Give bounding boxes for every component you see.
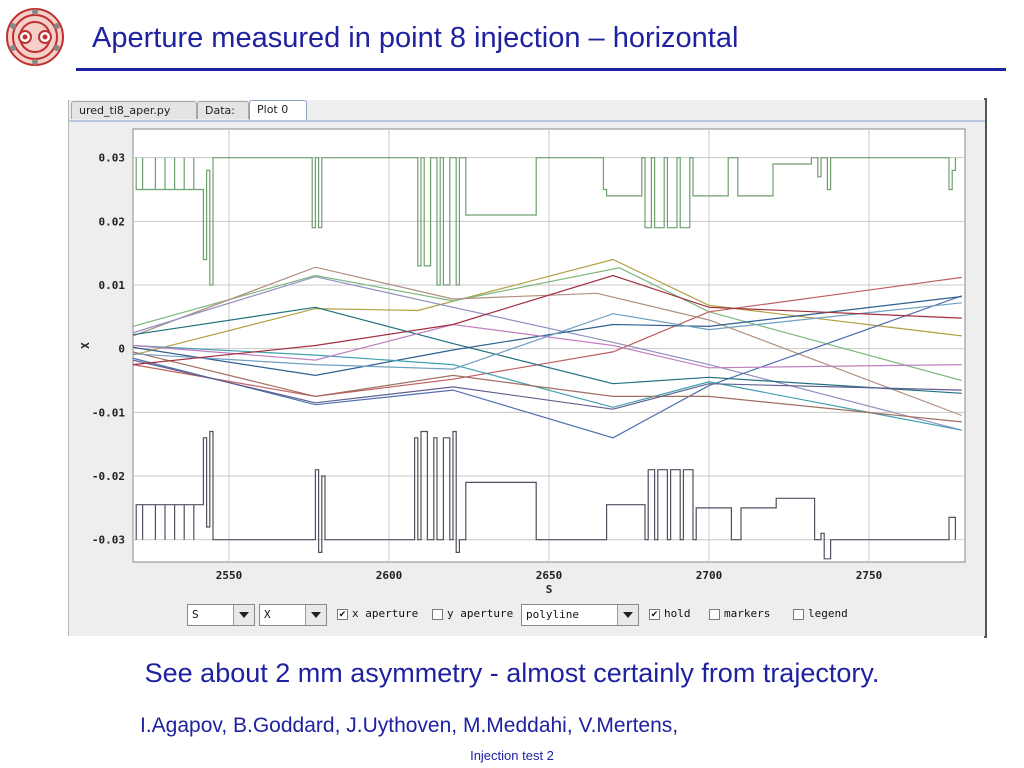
trajectory-line — [133, 359, 962, 410]
y-tick-label: 0.03 — [99, 152, 126, 165]
x-variable-select[interactable]: S — [187, 604, 255, 626]
slide-footer: Injection test 2 — [470, 748, 554, 763]
y-tick-label: 0 — [118, 343, 125, 356]
y-variable-select[interactable]: X — [259, 604, 327, 626]
y-tick-label: 0.01 — [99, 279, 126, 292]
trajectory-line — [133, 258, 962, 356]
check-icon: ✔ — [650, 609, 659, 619]
y-aperture-checkbox[interactable] — [432, 609, 443, 620]
plot-style-value: polyline — [526, 608, 579, 621]
title-underline — [76, 68, 1006, 71]
x-tick-label: 2600 — [376, 569, 403, 582]
trajectory-line — [133, 351, 962, 423]
plot-panel: 2550 2600 2650 2700 2750 0.03 0.02 0.01 0 -0.01 -0… — [71, 122, 983, 600]
aperture-lower-line — [135, 430, 957, 560]
x-tick-label: 2550 — [216, 569, 243, 582]
y-tick-label: -0.03 — [92, 534, 125, 547]
trajectory-line — [133, 276, 962, 398]
plot-controls: S X ✔ x aperture y aperture polyline ✔ h… — [69, 600, 985, 636]
y-tick-label: -0.01 — [92, 406, 125, 419]
aperture-plot[interactable]: 2550 2600 2650 2700 2750 0.03 0.02 0.01 0 -0.01 -0… — [71, 122, 983, 600]
hold-checkbox[interactable]: ✔ — [649, 609, 660, 620]
tab-bar: ured_ti8_aper.py Data: Plot 0 — [69, 100, 985, 121]
slide-title: Aperture measured in point 8 injection –… — [92, 22, 739, 54]
x-aperture-checkbox[interactable]: ✔ — [337, 609, 348, 620]
plot-style-select[interactable]: polyline — [521, 604, 639, 626]
x-tick-label: 2700 — [696, 569, 723, 582]
trajectory-line — [133, 274, 962, 366]
x-variable-value: S — [192, 608, 199, 621]
tab-script-file[interactable]: ured_ti8_aper.py — [71, 101, 197, 119]
chevron-down-icon — [617, 605, 638, 625]
plot-application-window: ured_ti8_aper.py Data: Plot 0 2550 2600 26… — [68, 100, 985, 636]
markers-label: markers — [724, 607, 771, 620]
chevron-down-icon — [305, 605, 326, 625]
x-tick-label: 2650 — [536, 569, 563, 582]
legend-checkbox[interactable] — [793, 609, 804, 620]
trajectory-line — [133, 323, 962, 369]
hold-label: hold — [664, 607, 691, 620]
x-aperture-label: x aperture — [352, 607, 419, 620]
trajectory-line — [133, 306, 962, 394]
trajectory-line — [133, 276, 962, 431]
window-edge — [984, 98, 987, 638]
tab-data[interactable]: Data: — [197, 101, 249, 119]
y-tick-label: -0.02 — [92, 470, 125, 483]
y-variable-value: X — [264, 608, 271, 621]
tab-plot-0[interactable]: Plot 0 — [249, 100, 307, 121]
plot-series-group — [133, 157, 963, 560]
legend-label: legend — [808, 607, 848, 620]
lhc-dipole-logo — [6, 8, 64, 66]
markers-checkbox[interactable] — [709, 609, 720, 620]
x-axis-label: S — [546, 583, 553, 596]
tab-separator — [69, 120, 985, 122]
y-aperture-label: y aperture — [447, 607, 514, 620]
aperture-upper-line — [135, 157, 957, 286]
y-tick-label: 0.02 — [99, 215, 126, 228]
trajectory-line — [133, 267, 962, 382]
chevron-down-icon — [233, 605, 254, 625]
trajectory-line — [133, 295, 962, 377]
y-axis-label: X — [79, 342, 92, 349]
trajectory-line — [133, 266, 963, 417]
trajectory-line — [133, 302, 962, 370]
x-tick-label: 2750 — [856, 569, 883, 582]
slide-authors: I.Agapov, B.Goddard, J.Uythoven, M.Medda… — [140, 714, 679, 737]
trajectory-line — [133, 295, 963, 439]
slide-caption: See about 2 mm asymmetry - almost certai… — [144, 658, 880, 688]
check-icon: ✔ — [338, 609, 347, 619]
